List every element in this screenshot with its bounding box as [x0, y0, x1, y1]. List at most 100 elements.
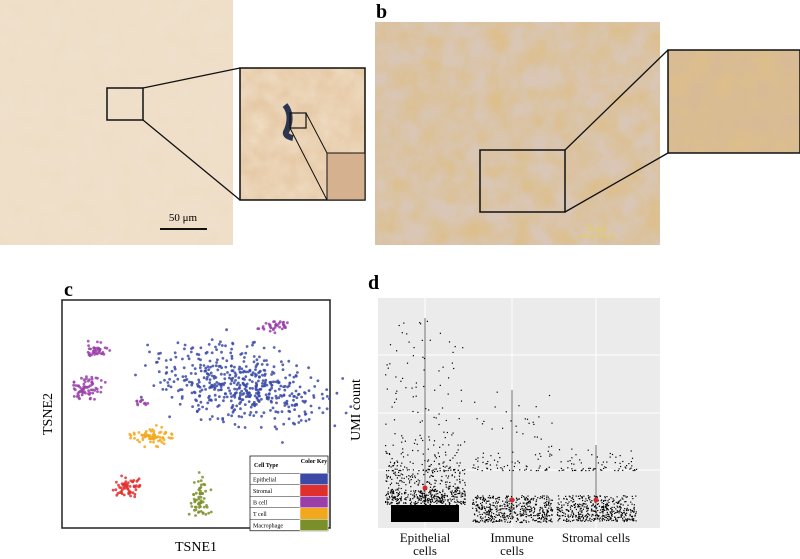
point	[537, 518, 539, 520]
cell-dot	[272, 365, 276, 369]
point	[423, 490, 425, 492]
point	[415, 480, 418, 483]
point	[489, 510, 491, 512]
point	[418, 470, 420, 472]
cell-dot	[243, 411, 247, 415]
point	[633, 506, 635, 508]
point	[591, 515, 593, 517]
cell-dot	[191, 405, 195, 408]
point	[623, 516, 625, 518]
cell-dot	[255, 358, 259, 362]
point	[389, 363, 391, 365]
cell-dot	[72, 395, 76, 398]
point	[387, 475, 389, 477]
point	[581, 496, 583, 498]
point	[632, 519, 634, 521]
point	[385, 374, 387, 376]
cell-dot	[274, 394, 278, 398]
point	[391, 496, 393, 498]
point	[575, 515, 577, 517]
cell-dot	[191, 346, 195, 350]
point	[575, 516, 577, 518]
point	[464, 482, 466, 484]
point	[544, 517, 546, 520]
point	[480, 498, 482, 500]
point	[424, 460, 426, 462]
cell-dot	[203, 369, 207, 373]
cell-dot	[199, 418, 203, 421]
point	[405, 498, 407, 500]
point	[579, 505, 581, 508]
cell-dot	[161, 436, 165, 439]
point	[623, 512, 625, 514]
cell-dot	[283, 401, 287, 405]
point	[446, 495, 448, 497]
cell-dot	[170, 433, 174, 436]
point	[431, 488, 434, 490]
point	[548, 500, 550, 502]
point	[497, 496, 499, 499]
point	[539, 497, 541, 499]
cell-dot	[261, 373, 264, 377]
point	[462, 493, 464, 495]
point	[569, 515, 571, 518]
point	[592, 510, 594, 512]
point	[423, 369, 425, 371]
cell-dot	[169, 385, 173, 389]
point	[501, 505, 503, 507]
point	[475, 496, 477, 498]
point	[422, 469, 424, 471]
point	[396, 503, 398, 505]
scale-bar-label: 50 μm	[169, 212, 198, 224]
point	[573, 463, 575, 465]
cell-dot	[252, 414, 256, 417]
point	[601, 509, 603, 511]
point	[449, 491, 452, 493]
cell-dot	[277, 396, 281, 400]
point	[505, 411, 507, 413]
cell-dot	[267, 393, 271, 396]
point	[435, 417, 437, 419]
point	[572, 498, 574, 500]
point	[496, 467, 499, 469]
point	[405, 484, 407, 486]
cell-dot	[261, 379, 265, 383]
point	[422, 501, 424, 503]
point	[579, 508, 581, 510]
point	[434, 488, 437, 490]
point	[608, 519, 610, 522]
point	[528, 521, 530, 523]
cell-dot	[285, 399, 289, 403]
cell-dot	[277, 387, 281, 391]
point	[545, 517, 547, 519]
point	[493, 513, 495, 515]
point	[394, 468, 396, 470]
point	[530, 508, 532, 510]
point	[567, 503, 569, 505]
point	[540, 507, 542, 509]
point	[477, 460, 479, 462]
cell-dot	[255, 396, 259, 399]
point	[563, 519, 565, 521]
cell-dot	[77, 396, 81, 400]
mean-point	[509, 497, 515, 503]
point	[534, 454, 537, 456]
point	[395, 489, 397, 491]
cell-dot	[204, 388, 208, 391]
point	[622, 504, 624, 506]
point	[594, 518, 596, 520]
cell-dot	[256, 392, 260, 396]
point	[560, 461, 562, 463]
cell-dot	[248, 413, 252, 417]
point	[629, 519, 631, 521]
cell-dot	[264, 378, 268, 382]
cell-dot	[204, 489, 208, 493]
point	[524, 513, 526, 515]
point	[596, 507, 598, 509]
cell-dot	[129, 436, 133, 440]
point	[506, 497, 508, 499]
point	[403, 477, 405, 479]
point	[397, 489, 399, 491]
cell-dot	[206, 375, 209, 379]
cell-dot	[164, 359, 168, 362]
